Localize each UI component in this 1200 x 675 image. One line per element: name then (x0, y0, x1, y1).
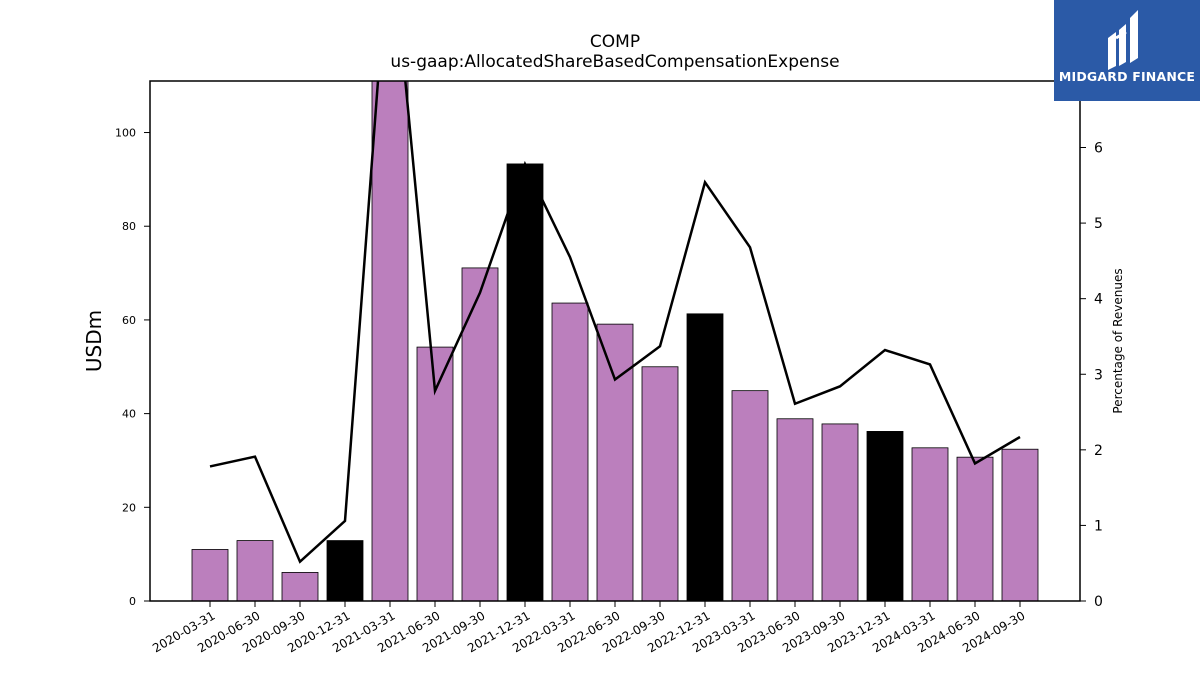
y2-axis-label: Percentage of Revenues (1111, 268, 1125, 414)
y-tick-label: 80 (122, 220, 136, 233)
y2-tick-label: 0 (1094, 594, 1103, 610)
y-tick-label: 20 (122, 501, 136, 514)
bar-2021-12-31 (506, 163, 544, 602)
chart-title: COMP (589, 32, 641, 52)
y-tick-label: 40 (122, 408, 136, 421)
y2-tick-label: 5 (1094, 216, 1103, 232)
bar-2022-03-31 (551, 302, 589, 602)
y-axis-right: 0 1 2 3 4 5 6 (1080, 141, 1103, 610)
bar-2023-03-31 (731, 390, 769, 602)
bar-2022-12-31 (686, 313, 724, 602)
bar-series (191, 80, 1039, 602)
bar-2020-09-30 (281, 572, 319, 602)
logo-text: MIDGARD FINANCE (1058, 69, 1196, 84)
bar-2023-09-30 (821, 423, 859, 602)
logo-mark-icon (1108, 10, 1138, 70)
y2-tick-label: 2 (1094, 443, 1103, 459)
bar-2021-09-30 (461, 267, 499, 602)
bar-2024-03-31 (911, 447, 949, 602)
midgard-finance-logo: MIDGARD FINANCE (1054, 0, 1200, 101)
bar-2023-06-30 (776, 418, 814, 602)
y-tick-label: 60 (122, 314, 136, 327)
line-series (209, 81, 1021, 564)
y-tick-label: 100 (115, 127, 136, 140)
bar-2022-09-30 (641, 366, 679, 602)
y2-tick-label: 1 (1094, 518, 1103, 534)
bar-2021-03-31 (371, 80, 409, 602)
bar-2022-06-30 (596, 323, 634, 602)
percentage-line (209, 81, 1021, 564)
bar-2024-06-30 (956, 456, 994, 602)
y2-tick-label: 6 (1094, 141, 1103, 157)
chart-subtitle: us-gaap:AllocatedShareBasedCompensationE… (390, 52, 840, 72)
y2-tick-label: 3 (1094, 367, 1103, 383)
bar-2024-09-30 (1001, 448, 1039, 602)
y-tick-label: 0 (129, 595, 136, 608)
x-axis: 2020-03-312020-06-302020-09-302020-12-31… (150, 601, 1028, 655)
bar-2020-06-30 (236, 540, 274, 602)
bar-2020-03-31 (191, 549, 229, 602)
y2-tick-label: 4 (1094, 292, 1103, 308)
y-axis-left: 0 20 40 60 80 100 (115, 127, 150, 608)
y-axis-label: USDm (82, 309, 106, 373)
bar-2020-12-31 (326, 540, 364, 602)
bar-2023-12-31 (866, 431, 904, 602)
